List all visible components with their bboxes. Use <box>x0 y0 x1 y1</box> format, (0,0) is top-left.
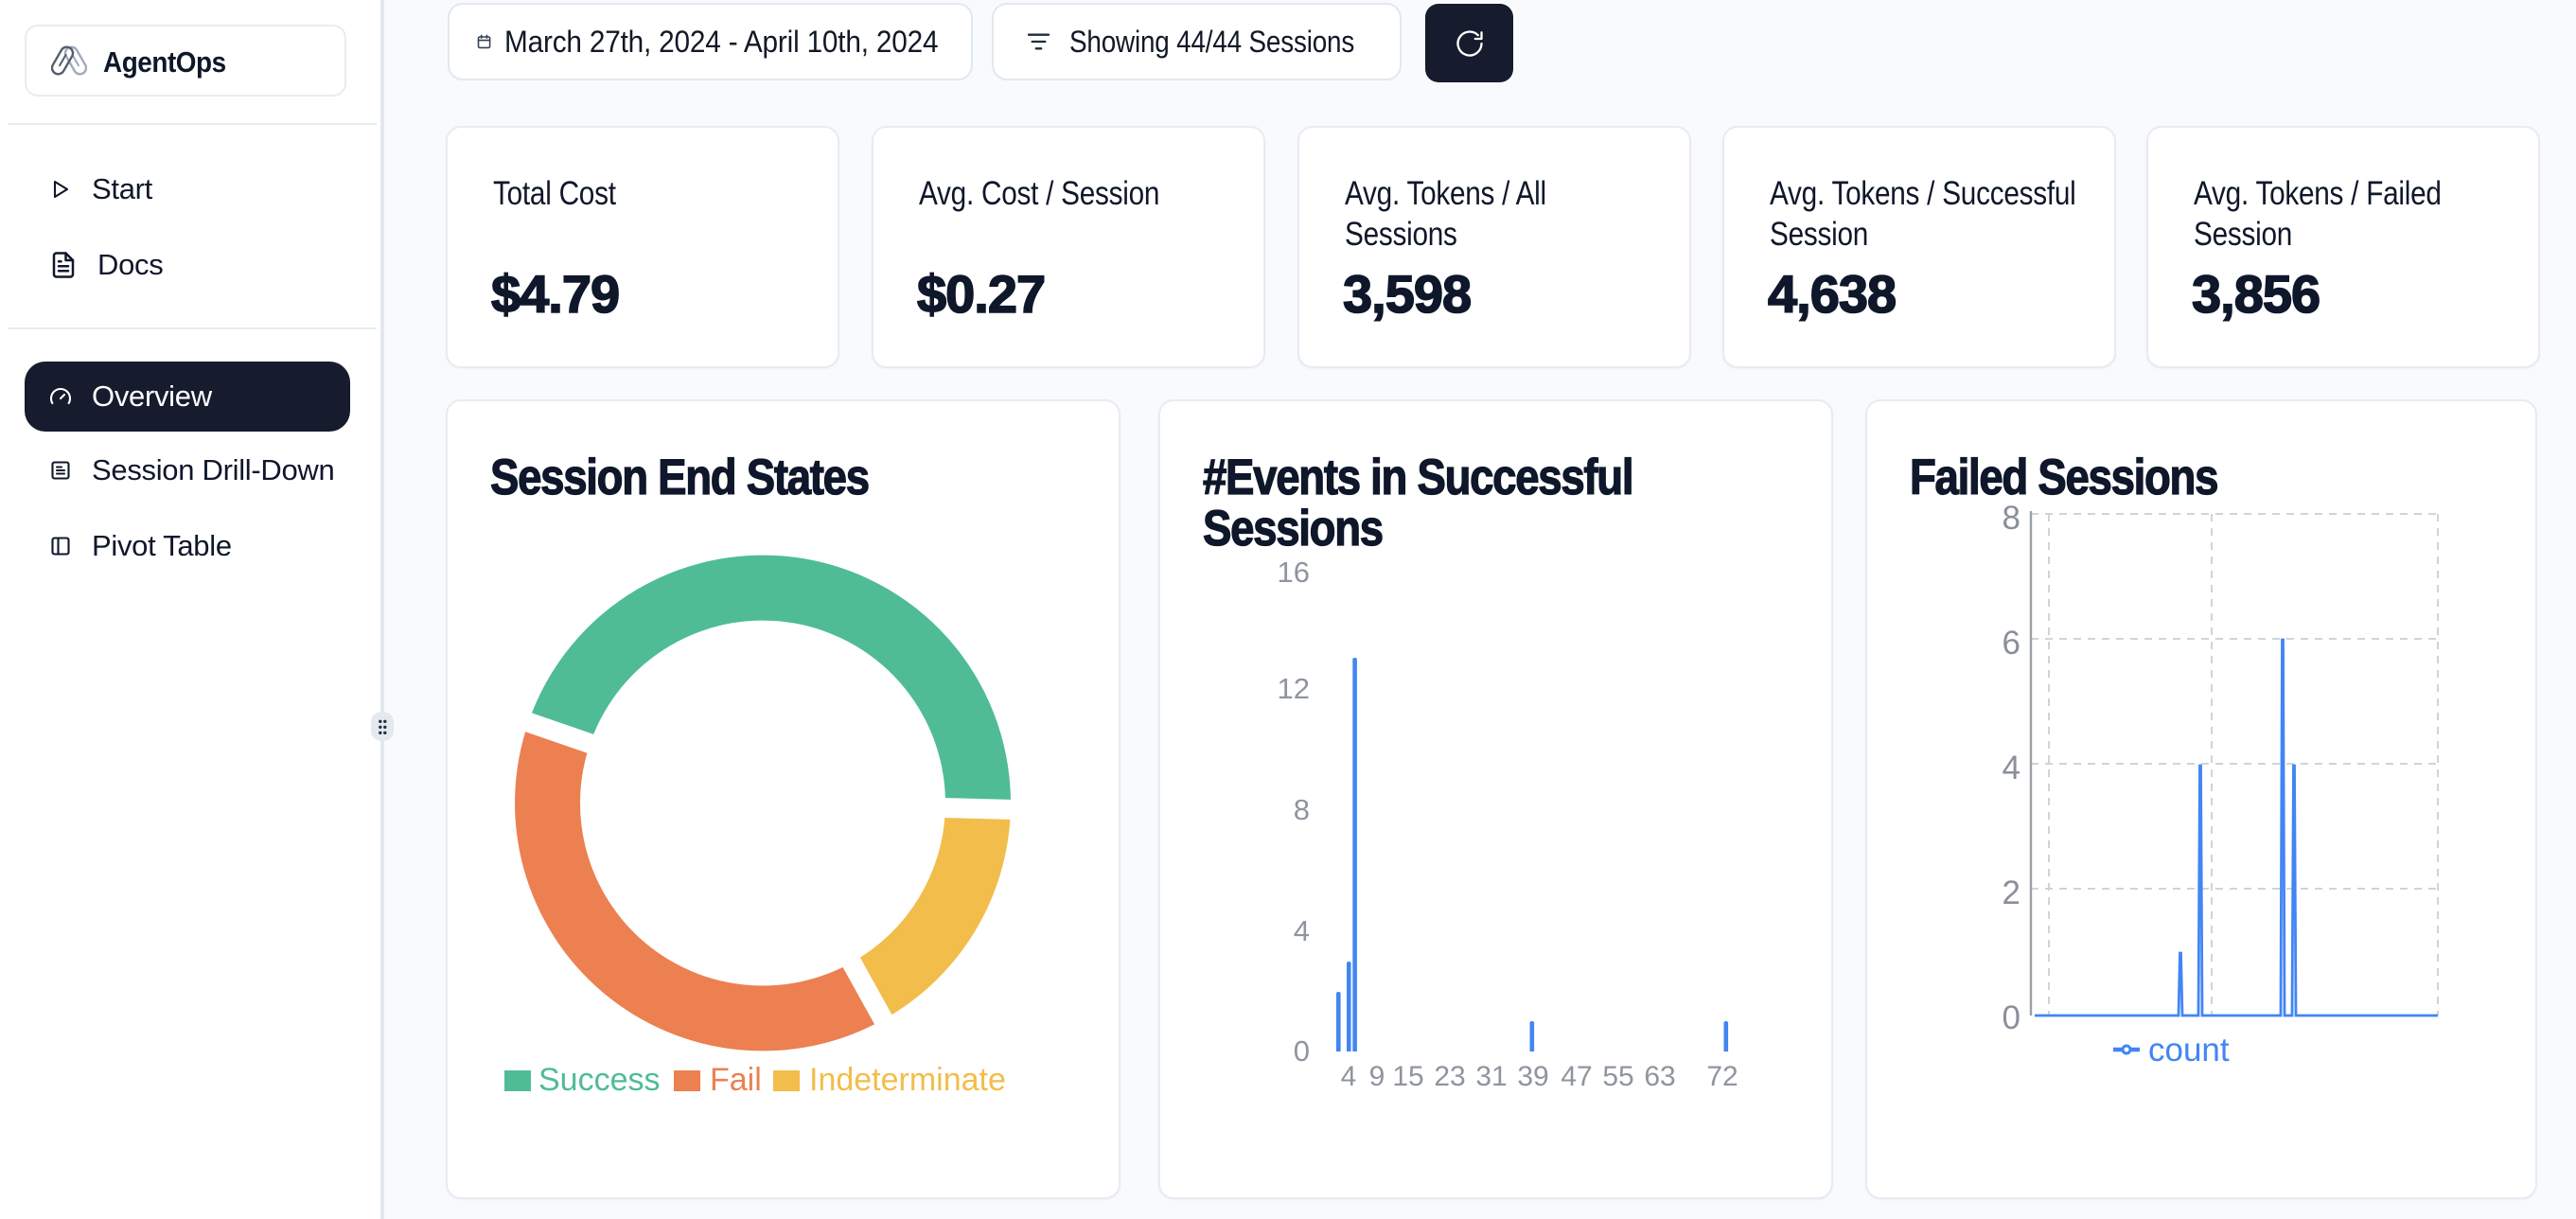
svg-text:4: 4 <box>1341 1061 1357 1092</box>
svg-text:2: 2 <box>2003 874 2020 911</box>
svg-text:9: 9 <box>1369 1061 1385 1092</box>
svg-text:55: 55 <box>1602 1061 1633 1092</box>
svg-text:Success: Success <box>538 1062 661 1098</box>
svg-text:16: 16 <box>1278 556 1310 589</box>
svg-text:39: 39 <box>1517 1061 1548 1092</box>
svg-text:6: 6 <box>2003 625 2020 662</box>
svg-text:4: 4 <box>1294 914 1310 947</box>
svg-text:0: 0 <box>2003 999 2020 1036</box>
svg-text:12: 12 <box>1278 672 1310 705</box>
svg-text:63: 63 <box>1644 1061 1675 1092</box>
svg-text:Fail: Fail <box>710 1062 762 1098</box>
svg-text:0: 0 <box>1294 1034 1310 1068</box>
svg-text:15: 15 <box>1392 1061 1423 1092</box>
svg-text:count: count <box>2148 1032 2230 1069</box>
svg-text:72: 72 <box>1706 1061 1738 1092</box>
svg-text:4: 4 <box>2003 750 2020 786</box>
svg-text:Indeterminate: Indeterminate <box>809 1062 1006 1098</box>
svg-text:47: 47 <box>1561 1061 1592 1092</box>
svg-text:8: 8 <box>1294 793 1310 826</box>
svg-text:23: 23 <box>1434 1061 1465 1092</box>
svg-text:31: 31 <box>1475 1061 1507 1092</box>
svg-text:8: 8 <box>2003 500 2020 537</box>
